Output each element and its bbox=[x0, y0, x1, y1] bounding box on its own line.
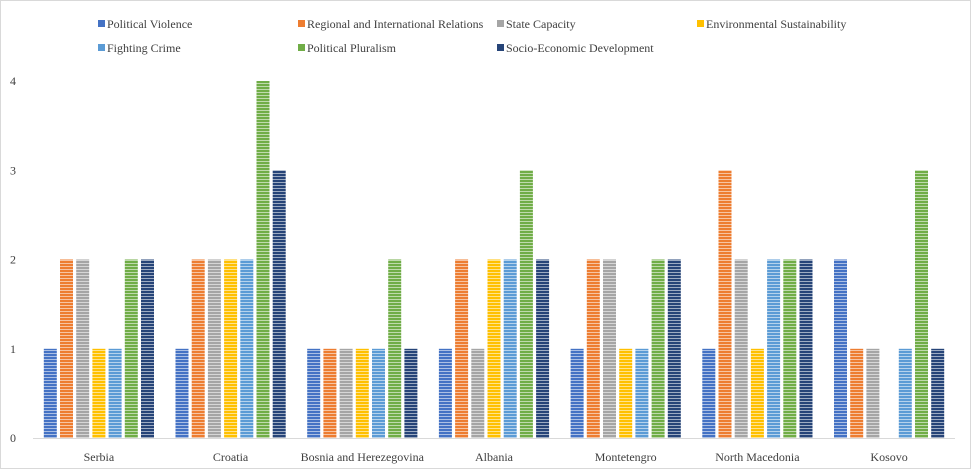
bar-serbia-regional-and-international-relations bbox=[60, 259, 73, 438]
bar-bosnia-and-herezegovina-environmental-sustainability bbox=[355, 348, 369, 439]
x-category-label: Montetengro bbox=[595, 450, 657, 464]
bar-bosnia-and-herezegovina-regional-and-international-relations bbox=[323, 348, 337, 439]
bar-serbia-political-pluralism bbox=[124, 259, 138, 438]
bar-montetengro-fighting-crime bbox=[635, 348, 649, 439]
y-tick-label: 1 bbox=[10, 342, 16, 356]
bar-albania-fighting-crime bbox=[503, 259, 517, 438]
y-tick-label: 4 bbox=[10, 74, 16, 88]
legend-label: State Capacity bbox=[506, 17, 576, 31]
legend-item-fighting-crime: Fighting Crime bbox=[98, 41, 181, 55]
bar-croatia-state-capacity bbox=[207, 259, 221, 438]
legend-swatch bbox=[497, 20, 504, 27]
y-tick-label: 2 bbox=[10, 253, 16, 267]
x-category-label: Serbia bbox=[84, 450, 115, 464]
bar-north-macedonia-state-capacity bbox=[734, 259, 748, 438]
bar-croatia-fighting-crime bbox=[240, 259, 254, 438]
bar-croatia-regional-and-international-relations bbox=[191, 259, 205, 438]
legend-swatch bbox=[98, 44, 105, 51]
legend-swatch bbox=[497, 44, 504, 51]
bar-bosnia-and-herezegovina-political-violence bbox=[307, 348, 321, 439]
x-category-label: Croatia bbox=[213, 450, 249, 464]
y-tick-label: 3 bbox=[10, 163, 16, 177]
bar-montetengro-political-pluralism bbox=[651, 259, 665, 438]
x-category-label: North Macedonia bbox=[715, 450, 800, 464]
y-axis: 0 1 2 3 4 bbox=[10, 74, 16, 445]
legend-label: Political Violence bbox=[107, 17, 192, 31]
legend-label: Environmental Sustainability bbox=[706, 17, 846, 31]
bar-kosovo-regional-and-international-relations bbox=[850, 348, 864, 439]
bar-serbia-socio-economic-development bbox=[141, 259, 154, 438]
legend-swatch bbox=[298, 20, 305, 27]
legend-label: Regional and International Relations bbox=[307, 17, 484, 31]
legend-item-regional-and-international-relations: Regional and International Relations bbox=[298, 17, 484, 31]
bar-albania-regional-and-international-relations bbox=[455, 259, 469, 438]
legend-swatch bbox=[298, 44, 305, 51]
bar-north-macedonia-socio-economic-development bbox=[799, 259, 813, 438]
legend-item-state-capacity: State Capacity bbox=[497, 17, 576, 31]
bar-montetengro-environmental-sustainability bbox=[619, 348, 633, 439]
legend-swatch bbox=[98, 20, 105, 27]
x-axis: Serbia Croatia Bosnia and Herezegovina Alba… bbox=[33, 438, 955, 464]
legend-item-socio-economic-development: Socio-Economic Development bbox=[497, 41, 654, 55]
bar-montetengro-socio-economic-development bbox=[667, 259, 681, 438]
bar-bosnia-and-herezegovina-political-pluralism bbox=[388, 259, 402, 438]
bar-albania-political-violence bbox=[438, 348, 452, 439]
bar-kosovo-fighting-crime bbox=[898, 348, 912, 439]
legend: Political Violence Regional and Internati… bbox=[98, 17, 846, 55]
legend-label: Fighting Crime bbox=[107, 41, 181, 55]
legend-item-political-violence: Political Violence bbox=[98, 17, 192, 31]
x-category-label: Bosnia and Herezegovina bbox=[301, 450, 425, 464]
bar-north-macedonia-political-pluralism bbox=[783, 259, 797, 438]
bar-kosovo-political-violence bbox=[834, 259, 847, 438]
bar-croatia-socio-economic-development bbox=[272, 170, 286, 439]
bar-north-macedonia-environmental-sustainability bbox=[750, 348, 764, 439]
legend-label: Socio-Economic Development bbox=[506, 41, 654, 55]
bar-north-macedonia-regional-and-international-relations bbox=[718, 170, 732, 439]
bar-serbia-fighting-crime bbox=[108, 348, 122, 439]
bar-montetengro-regional-and-international-relations bbox=[586, 259, 600, 438]
y-tick-label: 0 bbox=[10, 431, 16, 445]
bar-bosnia-and-herezegovina-fighting-crime bbox=[372, 348, 385, 439]
bar-bosnia-and-herezegovina-socio-economic-development bbox=[404, 348, 418, 439]
bar-montetengro-political-violence bbox=[570, 348, 584, 439]
bars bbox=[43, 81, 945, 439]
bar-croatia-political-violence bbox=[175, 348, 189, 439]
legend-item-political-pluralism: Political Pluralism bbox=[298, 41, 397, 55]
bar-kosovo-socio-economic-development bbox=[931, 348, 945, 439]
bar-bosnia-and-herezegovina-state-capacity bbox=[339, 348, 353, 439]
bar-north-macedonia-political-violence bbox=[702, 348, 716, 439]
bar-croatia-environmental-sustainability bbox=[224, 259, 238, 438]
legend-swatch bbox=[697, 20, 704, 27]
bar-albania-political-pluralism bbox=[519, 170, 533, 439]
bar-serbia-state-capacity bbox=[76, 259, 90, 438]
x-category-label: Kosovo bbox=[870, 450, 907, 464]
legend-label: Political Pluralism bbox=[307, 41, 397, 55]
legend-item-environmental-sustainability: Environmental Sustainability bbox=[697, 17, 846, 31]
bar-croatia-political-pluralism bbox=[256, 81, 270, 438]
bar-north-macedonia-fighting-crime bbox=[767, 259, 781, 438]
bar-albania-socio-economic-development bbox=[536, 259, 550, 438]
bar-montetengro-state-capacity bbox=[603, 259, 616, 438]
bar-albania-environmental-sustainability bbox=[487, 259, 501, 438]
bar-serbia-environmental-sustainability bbox=[92, 348, 106, 439]
bar-serbia-political-violence bbox=[43, 348, 57, 439]
bar-kosovo-political-pluralism bbox=[915, 170, 928, 439]
bar-kosovo-state-capacity bbox=[866, 348, 880, 439]
bar-albania-state-capacity bbox=[471, 348, 485, 439]
x-category-label: Albania bbox=[475, 450, 514, 464]
